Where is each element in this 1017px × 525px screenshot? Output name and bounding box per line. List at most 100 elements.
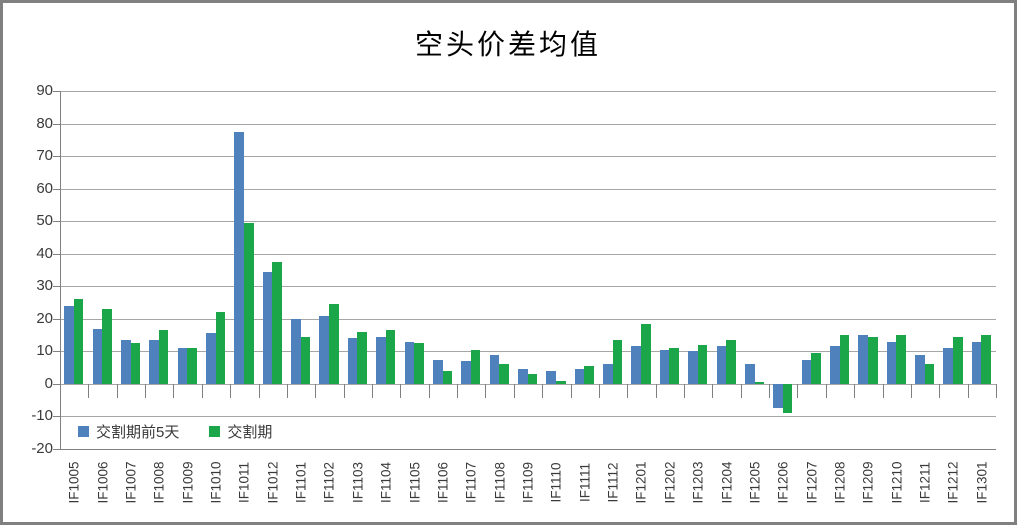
bar-IF1109-s1 [518,369,528,384]
legend-label: 交割期 [227,424,273,441]
category-tick [428,383,430,398]
y-axis-tick [53,156,60,158]
category-tick [230,383,232,398]
gridline-y-10 [60,416,996,418]
bar-IF1212-s1 [943,348,954,384]
y-axis-label: -20 [31,440,53,457]
gridline-y60 [60,188,996,190]
bar-IF1210-s1 [886,341,897,384]
gridline-y50 [60,221,996,223]
y-axis-label: 10 [36,342,53,360]
gridline-y0 [60,383,996,385]
category-tick [797,383,799,398]
x-axis-label: IF1208 [832,461,848,504]
category-tick [740,383,742,398]
bar-IF1102-s2 [329,304,339,384]
x-axis-label: IF1101 [293,461,309,504]
y-axis-tick [53,416,60,418]
gridline-y-20 [60,449,996,450]
x-axis-label: IF1104 [378,461,394,504]
y-axis-line [60,91,61,449]
y-axis-tick [53,221,60,223]
category-tick [627,383,629,398]
category-tick [769,383,771,398]
category-tick [343,383,345,398]
gridline-y80 [60,123,996,125]
category-tick [854,383,856,398]
x-axis-label: IF1011 [236,461,252,504]
x-axis-label: IF1111 [577,462,593,503]
x-axis-label: IF1105 [407,461,423,504]
x-axis-label: IF1209 [860,461,876,504]
x-axis-label: IF1008 [151,461,167,504]
y-axis-label: 70 [36,147,53,165]
bar-IF1009-s2 [187,348,197,384]
y-axis-label: 30 [36,277,53,295]
y-axis-tick [53,318,60,320]
bar-IF1205-s2 [754,382,765,384]
x-axis-label: IF1103 [350,461,366,504]
bar-IF1107-s2 [470,349,481,384]
x-axis-label: IF1102 [321,461,337,504]
bar-IF1208-s1 [830,346,840,384]
category-tick [542,383,544,398]
x-axis-label: IF1301 [974,461,990,504]
x-axis-label: IF1211 [917,461,933,504]
bar-IF1209-s2 [867,336,878,384]
bar-IF1301-s1 [971,341,982,384]
y-axis-label: 20 [36,309,53,327]
bar-IF1204-s1 [716,346,727,384]
bar-IF1102-s1 [319,315,330,384]
bar-IF1011-s1 [234,131,244,384]
category-tick [825,383,827,398]
bar-IF1105-s2 [414,343,424,384]
x-axis-label: IF1202 [662,461,678,504]
bar-IF1008-s1 [149,339,159,384]
bar-IF1108-s2 [499,364,509,384]
bar-IF1106-s2 [442,370,453,384]
bar-IF1207-s2 [811,352,821,384]
bar-IF1202-s1 [659,349,670,384]
bar-IF1011-s2 [243,222,254,384]
bar-IF1104-s2 [385,330,396,384]
bar-IF1109-s2 [527,374,538,384]
bar-IF1201-s2 [641,323,651,384]
bar-IF1202-s2 [669,348,680,384]
legend: 交割期前5天 交割期 [78,421,272,442]
y-axis-tick [53,253,60,255]
y-axis-tick [53,449,60,450]
bar-IF1101-s2 [300,336,311,384]
y-axis-tick [53,286,60,288]
bar-IF1111-s2 [584,366,594,384]
chart-title: 空头价差均值 [414,30,601,61]
bar-IF1209-s1 [858,335,868,384]
bar-IF1301-s2 [981,335,992,384]
y-axis-tick [53,383,60,385]
x-axis-label: IF1109 [520,461,536,504]
bar-IF1111-s1 [574,369,585,384]
bar-IF1008-s2 [158,330,169,384]
category-tick [400,383,402,398]
bar-IF1204-s2 [726,339,736,384]
bar-IF1206-s2 [782,383,793,414]
x-axis-label: IF1112 [605,462,621,503]
category-tick [60,383,61,398]
x-axis-label: IF1007 [123,461,139,504]
category-tick [88,383,90,398]
y-axis-label: 90 [36,82,53,99]
x-axis-label: IF1201 [633,461,649,504]
x-axis-label: IF1012 [265,461,281,504]
x-axis-label: IF1107 [463,461,479,504]
bar-IF1201-s1 [631,346,642,384]
bar-IF1212-s2 [953,336,963,384]
bar-IF1207-s1 [801,359,812,384]
bar-IF1006-s1 [92,328,103,384]
category-tick [485,383,487,398]
x-axis-label: IF1005 [66,461,82,504]
gridline-y10 [60,351,996,353]
x-axis-label: IF1207 [804,461,820,504]
category-tick [598,383,600,398]
category-tick [655,383,657,398]
bar-IF1112-s2 [612,339,623,384]
